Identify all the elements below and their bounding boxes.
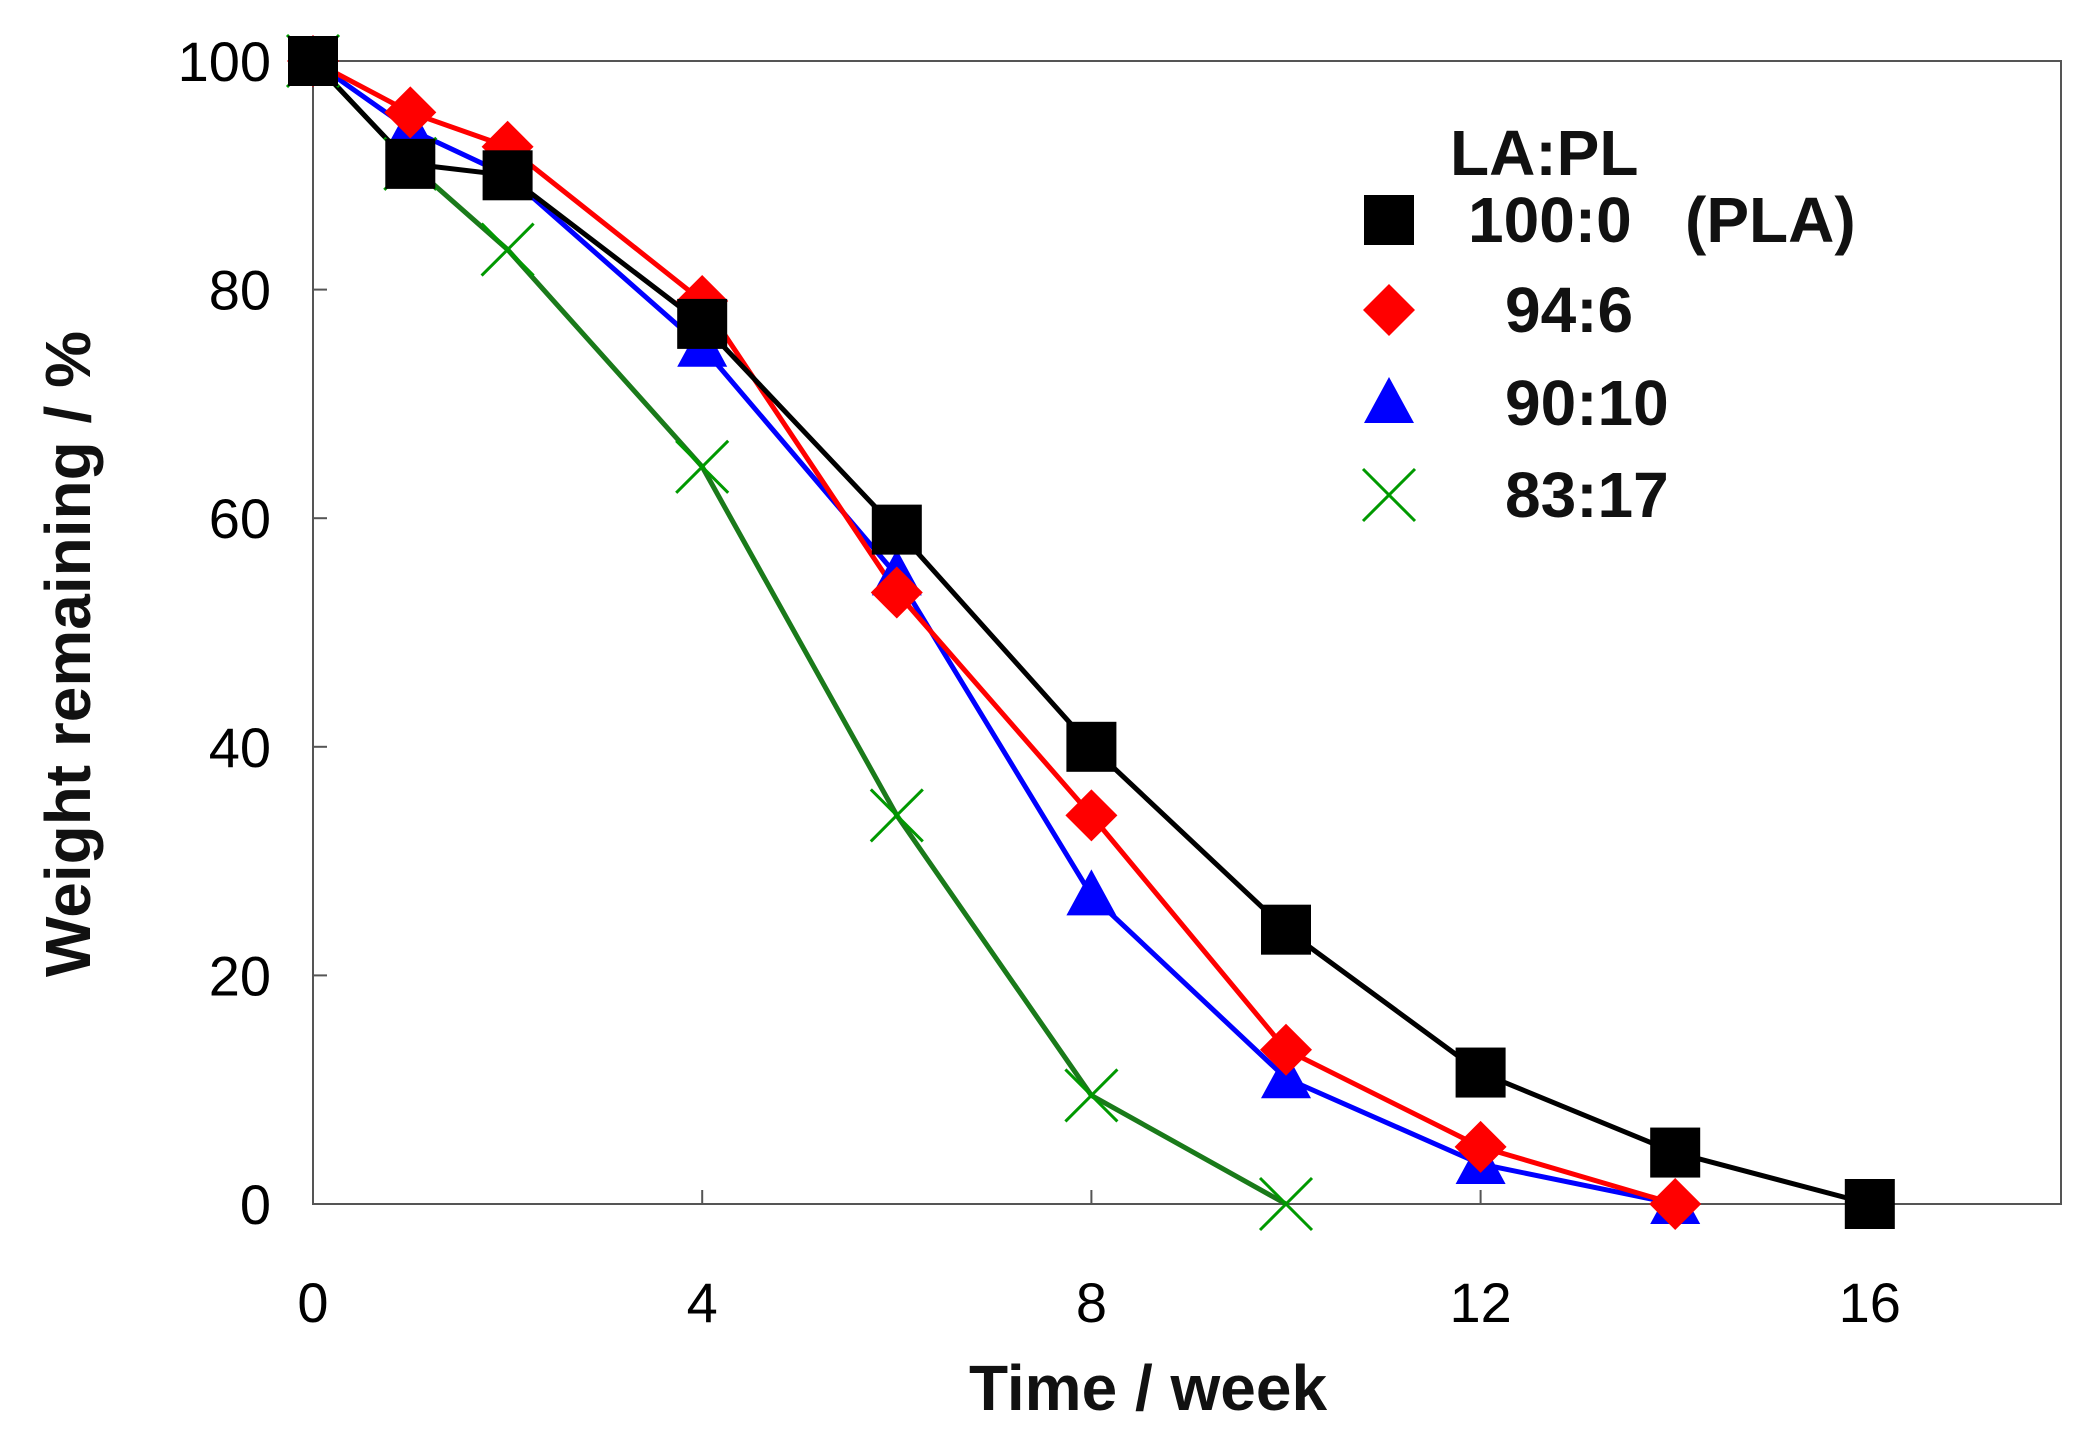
legend-marker [1363, 284, 1415, 336]
data-point [1064, 1068, 1119, 1123]
y-tick-label: 0 [240, 1173, 271, 1236]
series-line [311, 59, 1288, 1207]
legend-label: 94:6 [1505, 274, 1633, 346]
x-tick-label: 0 [297, 1271, 328, 1334]
data-point [1261, 904, 1311, 955]
y-tick-label: 60 [209, 487, 271, 550]
cross-stroke [869, 788, 924, 843]
cross-stroke [1258, 1176, 1314, 1232]
data-point [1258, 1176, 1314, 1232]
x-tick-label: 4 [687, 1271, 718, 1334]
data-point [869, 788, 924, 843]
legend-marker [1364, 377, 1414, 423]
data-point [1455, 1047, 1506, 1098]
cross-stroke [1064, 1068, 1119, 1123]
data-point [288, 36, 338, 86]
data-point [1649, 1178, 1702, 1230]
series-line [311, 59, 1871, 1207]
data-point [384, 86, 437, 139]
data-point [871, 504, 922, 555]
data-point [480, 222, 535, 277]
y-tick-label: 20 [209, 944, 271, 1007]
data-point [1066, 721, 1117, 772]
series-markers [285, 33, 1895, 1232]
legend-label: 90:10 [1505, 367, 1669, 439]
data-point [675, 439, 730, 494]
data-point [1454, 1120, 1507, 1173]
data-point [1065, 789, 1118, 842]
legend-marker [1361, 467, 1417, 523]
x-tick-label: 12 [1449, 1271, 1511, 1334]
cross-stroke [1361, 467, 1417, 523]
data-point [1066, 869, 1117, 916]
legend-title: LA:PL [1450, 117, 1638, 189]
data-point [482, 150, 533, 201]
y-axis-title: Weight remaining / % [32, 331, 104, 977]
x-axis-title: Time / week [969, 1352, 1328, 1424]
data-point [1844, 1179, 1895, 1229]
tick-group: 0 4 8 12 16 0 20 40 60 80 100 [178, 30, 1901, 1334]
legend-marker [1364, 195, 1414, 245]
cross-stroke [480, 222, 535, 277]
data-point [870, 566, 923, 619]
data-point [385, 138, 436, 189]
data-point [677, 298, 728, 349]
x-tick-label: 8 [1076, 1271, 1107, 1334]
plot-frame [312, 60, 2062, 1205]
y-tick-label: 100 [178, 30, 271, 93]
data-point [1260, 1023, 1312, 1076]
x-tick-label: 16 [1839, 1271, 1901, 1334]
legend-label: 100:0 (PLA) [1468, 184, 1856, 256]
y-tick-label: 40 [209, 716, 271, 779]
legend-label: 83:17 [1505, 459, 1669, 531]
y-tick-label: 80 [209, 259, 271, 322]
data-point [1650, 1127, 1701, 1178]
cross-stroke [675, 439, 730, 494]
